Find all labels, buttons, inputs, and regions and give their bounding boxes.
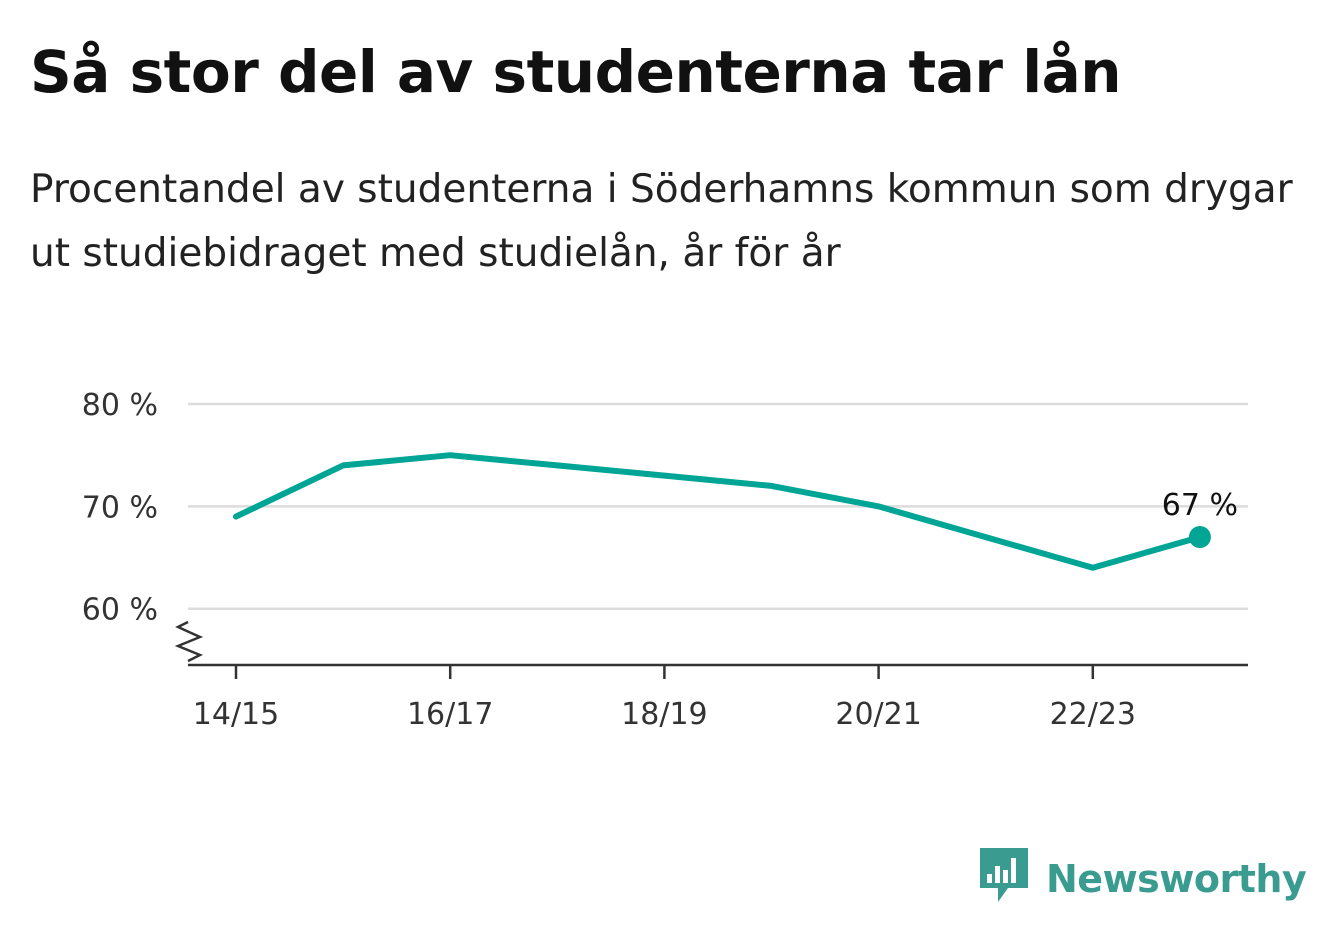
annotations: 67 % [1162, 488, 1238, 549]
chart-subtitle: Procentandel av studenterna i Söderhamns… [30, 167, 1293, 276]
newsworthy-logo-icon [980, 848, 1028, 902]
end-value-label: 67 % [1162, 488, 1238, 523]
x-axis [174, 620, 1248, 679]
y-tick-label: 70 % [82, 490, 158, 525]
y-axis-break [174, 620, 204, 663]
brand-name: Newsworthy [1046, 857, 1307, 901]
y-axis-labels: 60 % 70 % 80 % [82, 388, 158, 628]
x-tick-label: 20/21 [835, 697, 921, 732]
series [233, 452, 1203, 571]
y-tick-label: 60 % [82, 593, 158, 628]
x-tick-label: 18/19 [621, 697, 707, 732]
series-line [233, 452, 1203, 571]
y-tick-label: 80 % [82, 388, 158, 423]
x-tick-label: 14/15 [193, 697, 279, 732]
chart-title: Så stor del av studenterna tar lån [30, 38, 1122, 106]
end-point-marker [1188, 526, 1211, 549]
gridlines [188, 402, 1248, 610]
x-tick-label: 16/17 [407, 697, 493, 732]
brand-logo: Newsworthy [980, 848, 1307, 910]
x-tick-label: 22/23 [1050, 697, 1136, 732]
x-axis-labels: 14/15 16/17 18/19 20/21 22/23 [193, 697, 1136, 732]
